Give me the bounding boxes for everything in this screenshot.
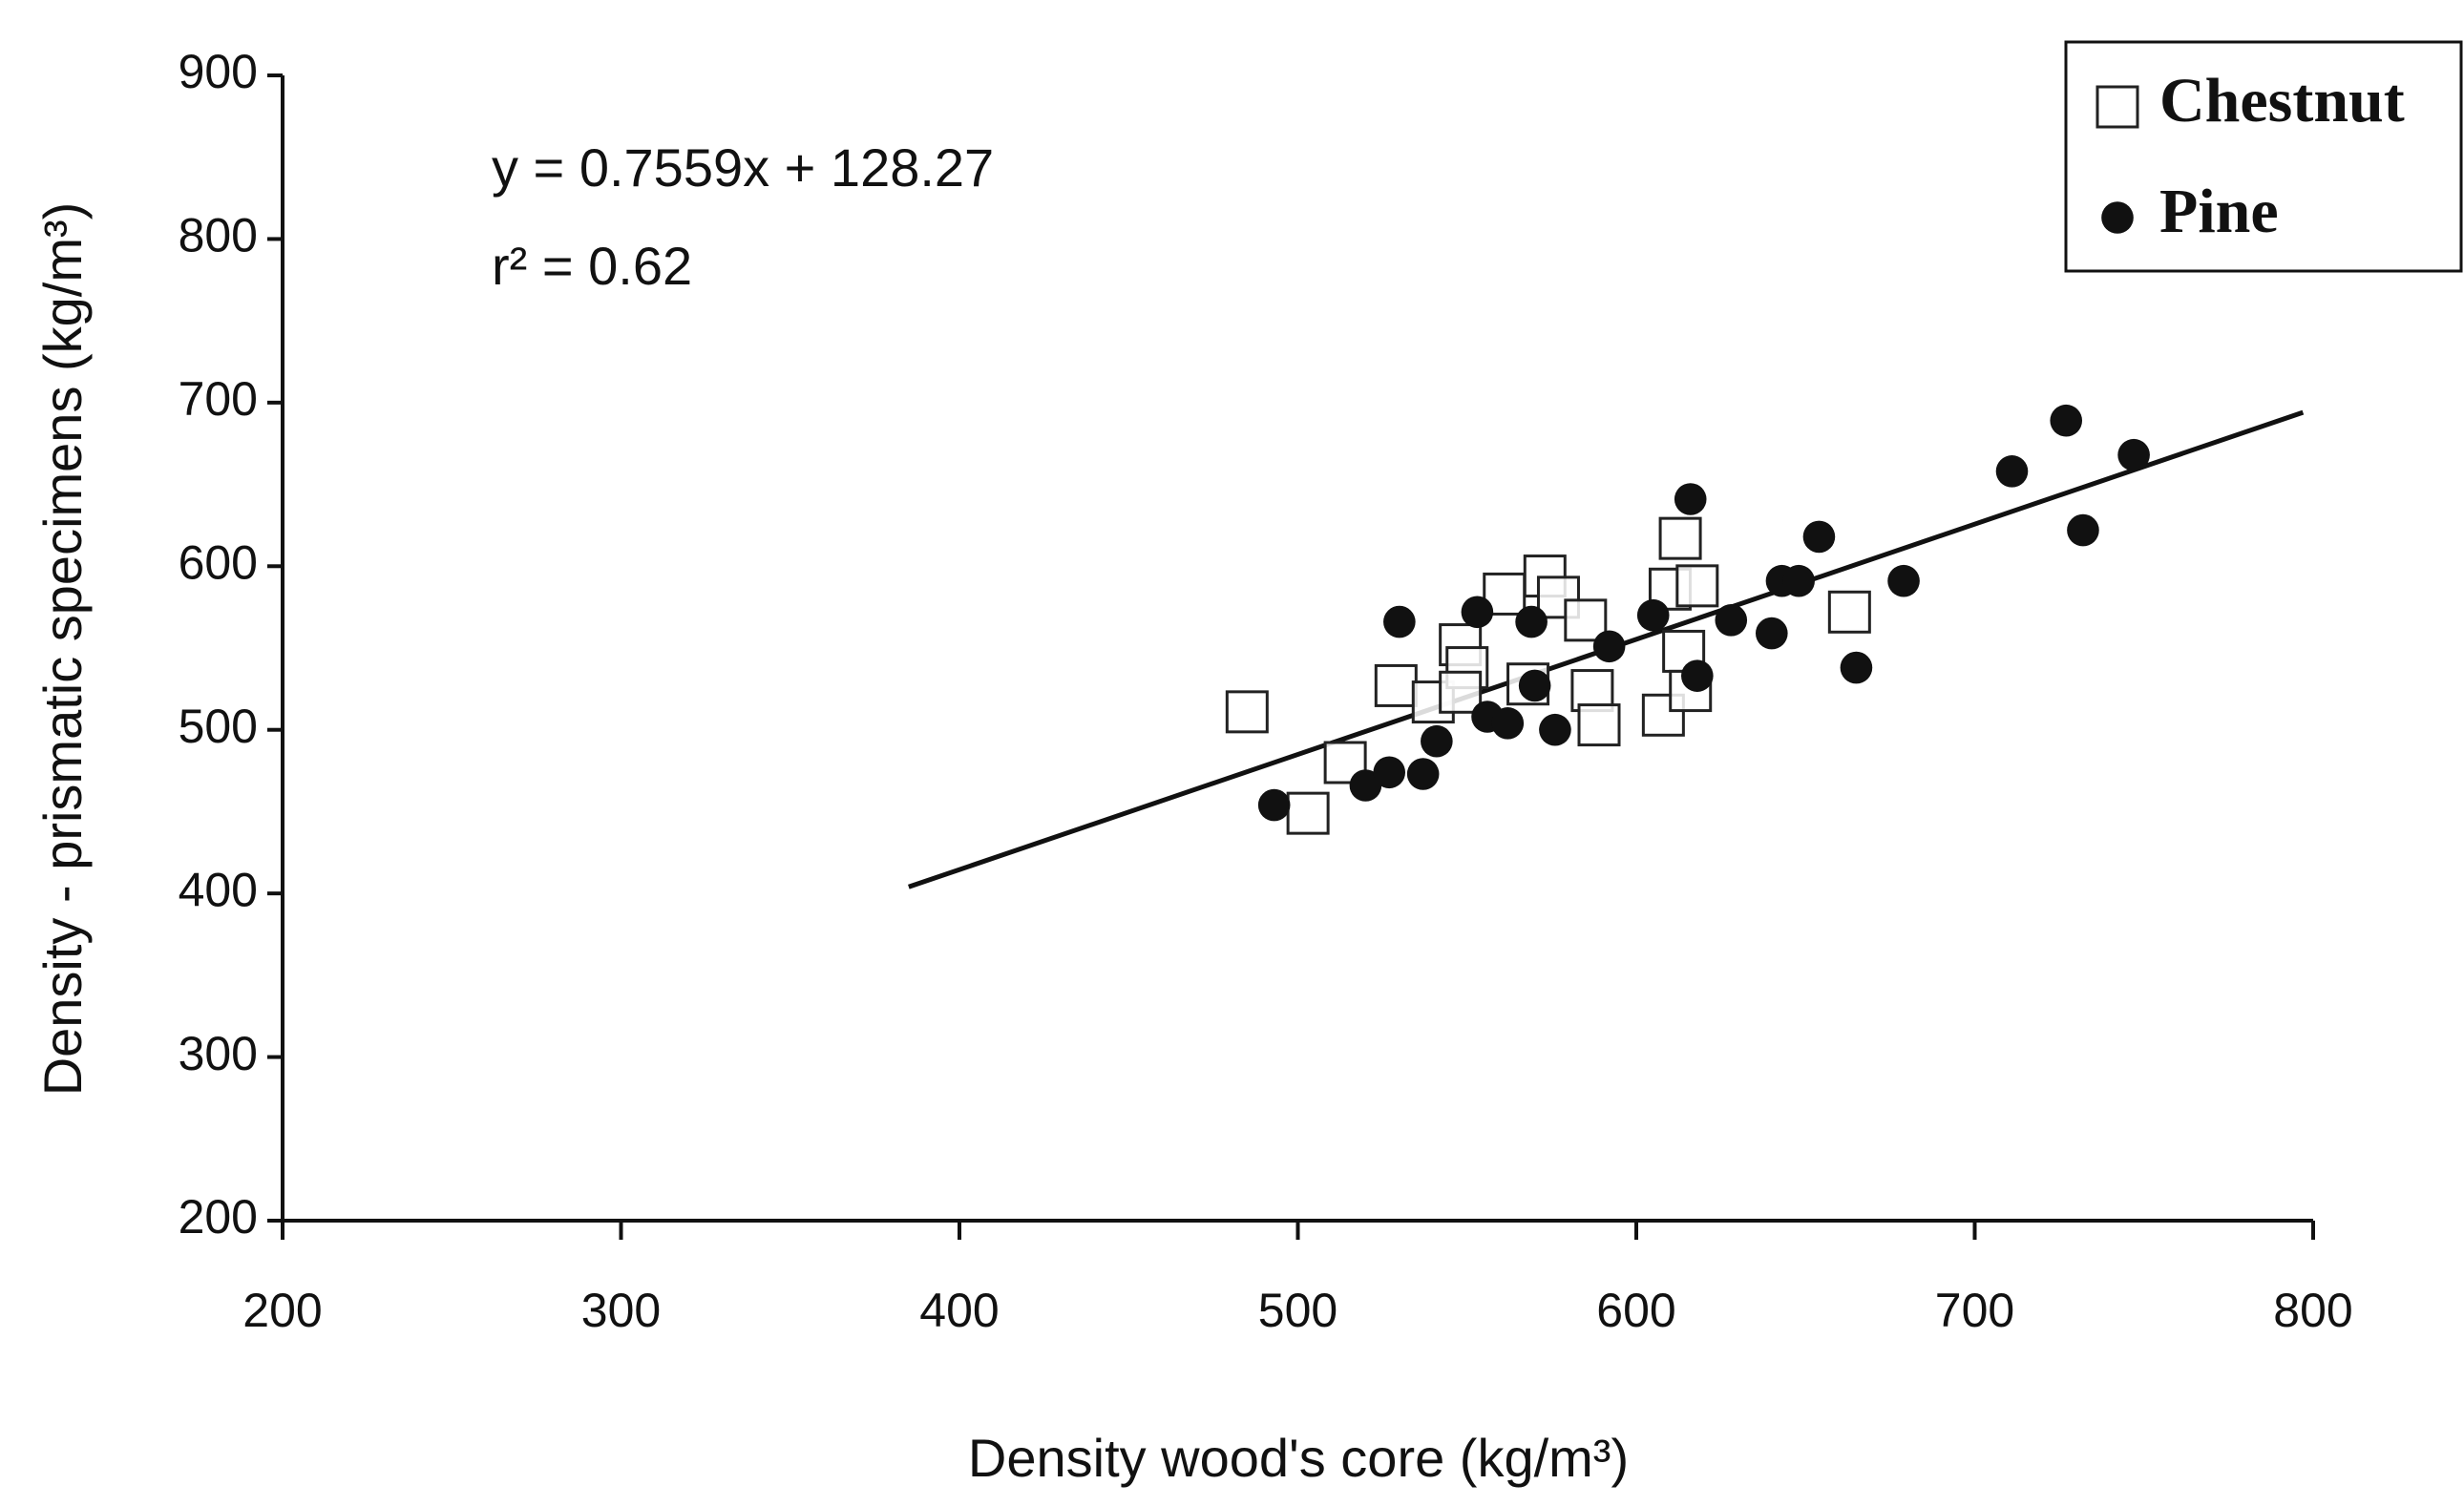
point <box>1681 659 1714 692</box>
point <box>1518 669 1551 702</box>
y-axis-label: Density - prismatic specimens (kg/m³) <box>32 202 93 1097</box>
point <box>1564 598 1608 642</box>
x-tick-label: 400 <box>919 1284 999 1337</box>
point <box>1715 604 1748 637</box>
x-tick-label: 800 <box>2273 1284 2352 1337</box>
point <box>1636 598 1670 632</box>
point <box>1406 758 1440 790</box>
point <box>1257 788 1291 822</box>
y-tick-label: 600 <box>179 535 258 589</box>
point <box>1802 520 1836 554</box>
point <box>1592 630 1626 663</box>
y-tick-label: 200 <box>179 1190 258 1244</box>
point <box>1658 516 1702 560</box>
y-tick-label: 500 <box>179 700 258 753</box>
legend-marker <box>2095 85 2139 129</box>
y-tick-label: 300 <box>179 1027 258 1080</box>
point <box>2117 438 2150 471</box>
point <box>1349 769 1382 802</box>
point <box>1421 724 1453 758</box>
point <box>1225 690 1269 734</box>
point <box>1577 703 1621 747</box>
point <box>1782 564 1815 597</box>
point <box>1995 455 2029 488</box>
point <box>1675 564 1719 608</box>
legend-marker <box>2101 201 2134 234</box>
point <box>1827 590 1871 634</box>
point <box>1374 663 1418 707</box>
legend-label: Chestnut <box>2159 66 2405 136</box>
point <box>1756 617 1788 650</box>
y-tick-label: 700 <box>179 372 258 426</box>
point <box>1286 791 1330 835</box>
point <box>1840 651 1873 684</box>
r-squared: r² = 0.62 <box>492 236 692 296</box>
point <box>1383 605 1416 638</box>
y-tick-label: 900 <box>179 45 258 98</box>
point <box>1887 564 1920 597</box>
x-tick-label: 500 <box>1258 1284 1337 1337</box>
point <box>2067 513 2099 547</box>
point <box>1491 707 1525 740</box>
legend-label: Pine <box>2159 177 2279 246</box>
point <box>1439 670 1483 714</box>
point <box>1539 713 1571 746</box>
point <box>1515 605 1548 638</box>
point <box>1674 483 1707 515</box>
point <box>1461 596 1494 629</box>
x-tick-label: 300 <box>581 1284 661 1337</box>
point <box>1373 756 1406 789</box>
x-tick-label: 700 <box>1935 1284 2014 1337</box>
y-tick-label: 400 <box>179 863 258 916</box>
equation: y = 0.7559x + 128.27 <box>492 137 994 198</box>
x-axis-label: Density wood's core (kg/m³) <box>968 1428 1629 1488</box>
point <box>2050 404 2083 437</box>
x-tick-label: 200 <box>242 1284 322 1337</box>
x-tick-label: 600 <box>1596 1284 1675 1337</box>
legend-box <box>2064 40 2463 273</box>
y-tick-label: 800 <box>179 209 258 262</box>
